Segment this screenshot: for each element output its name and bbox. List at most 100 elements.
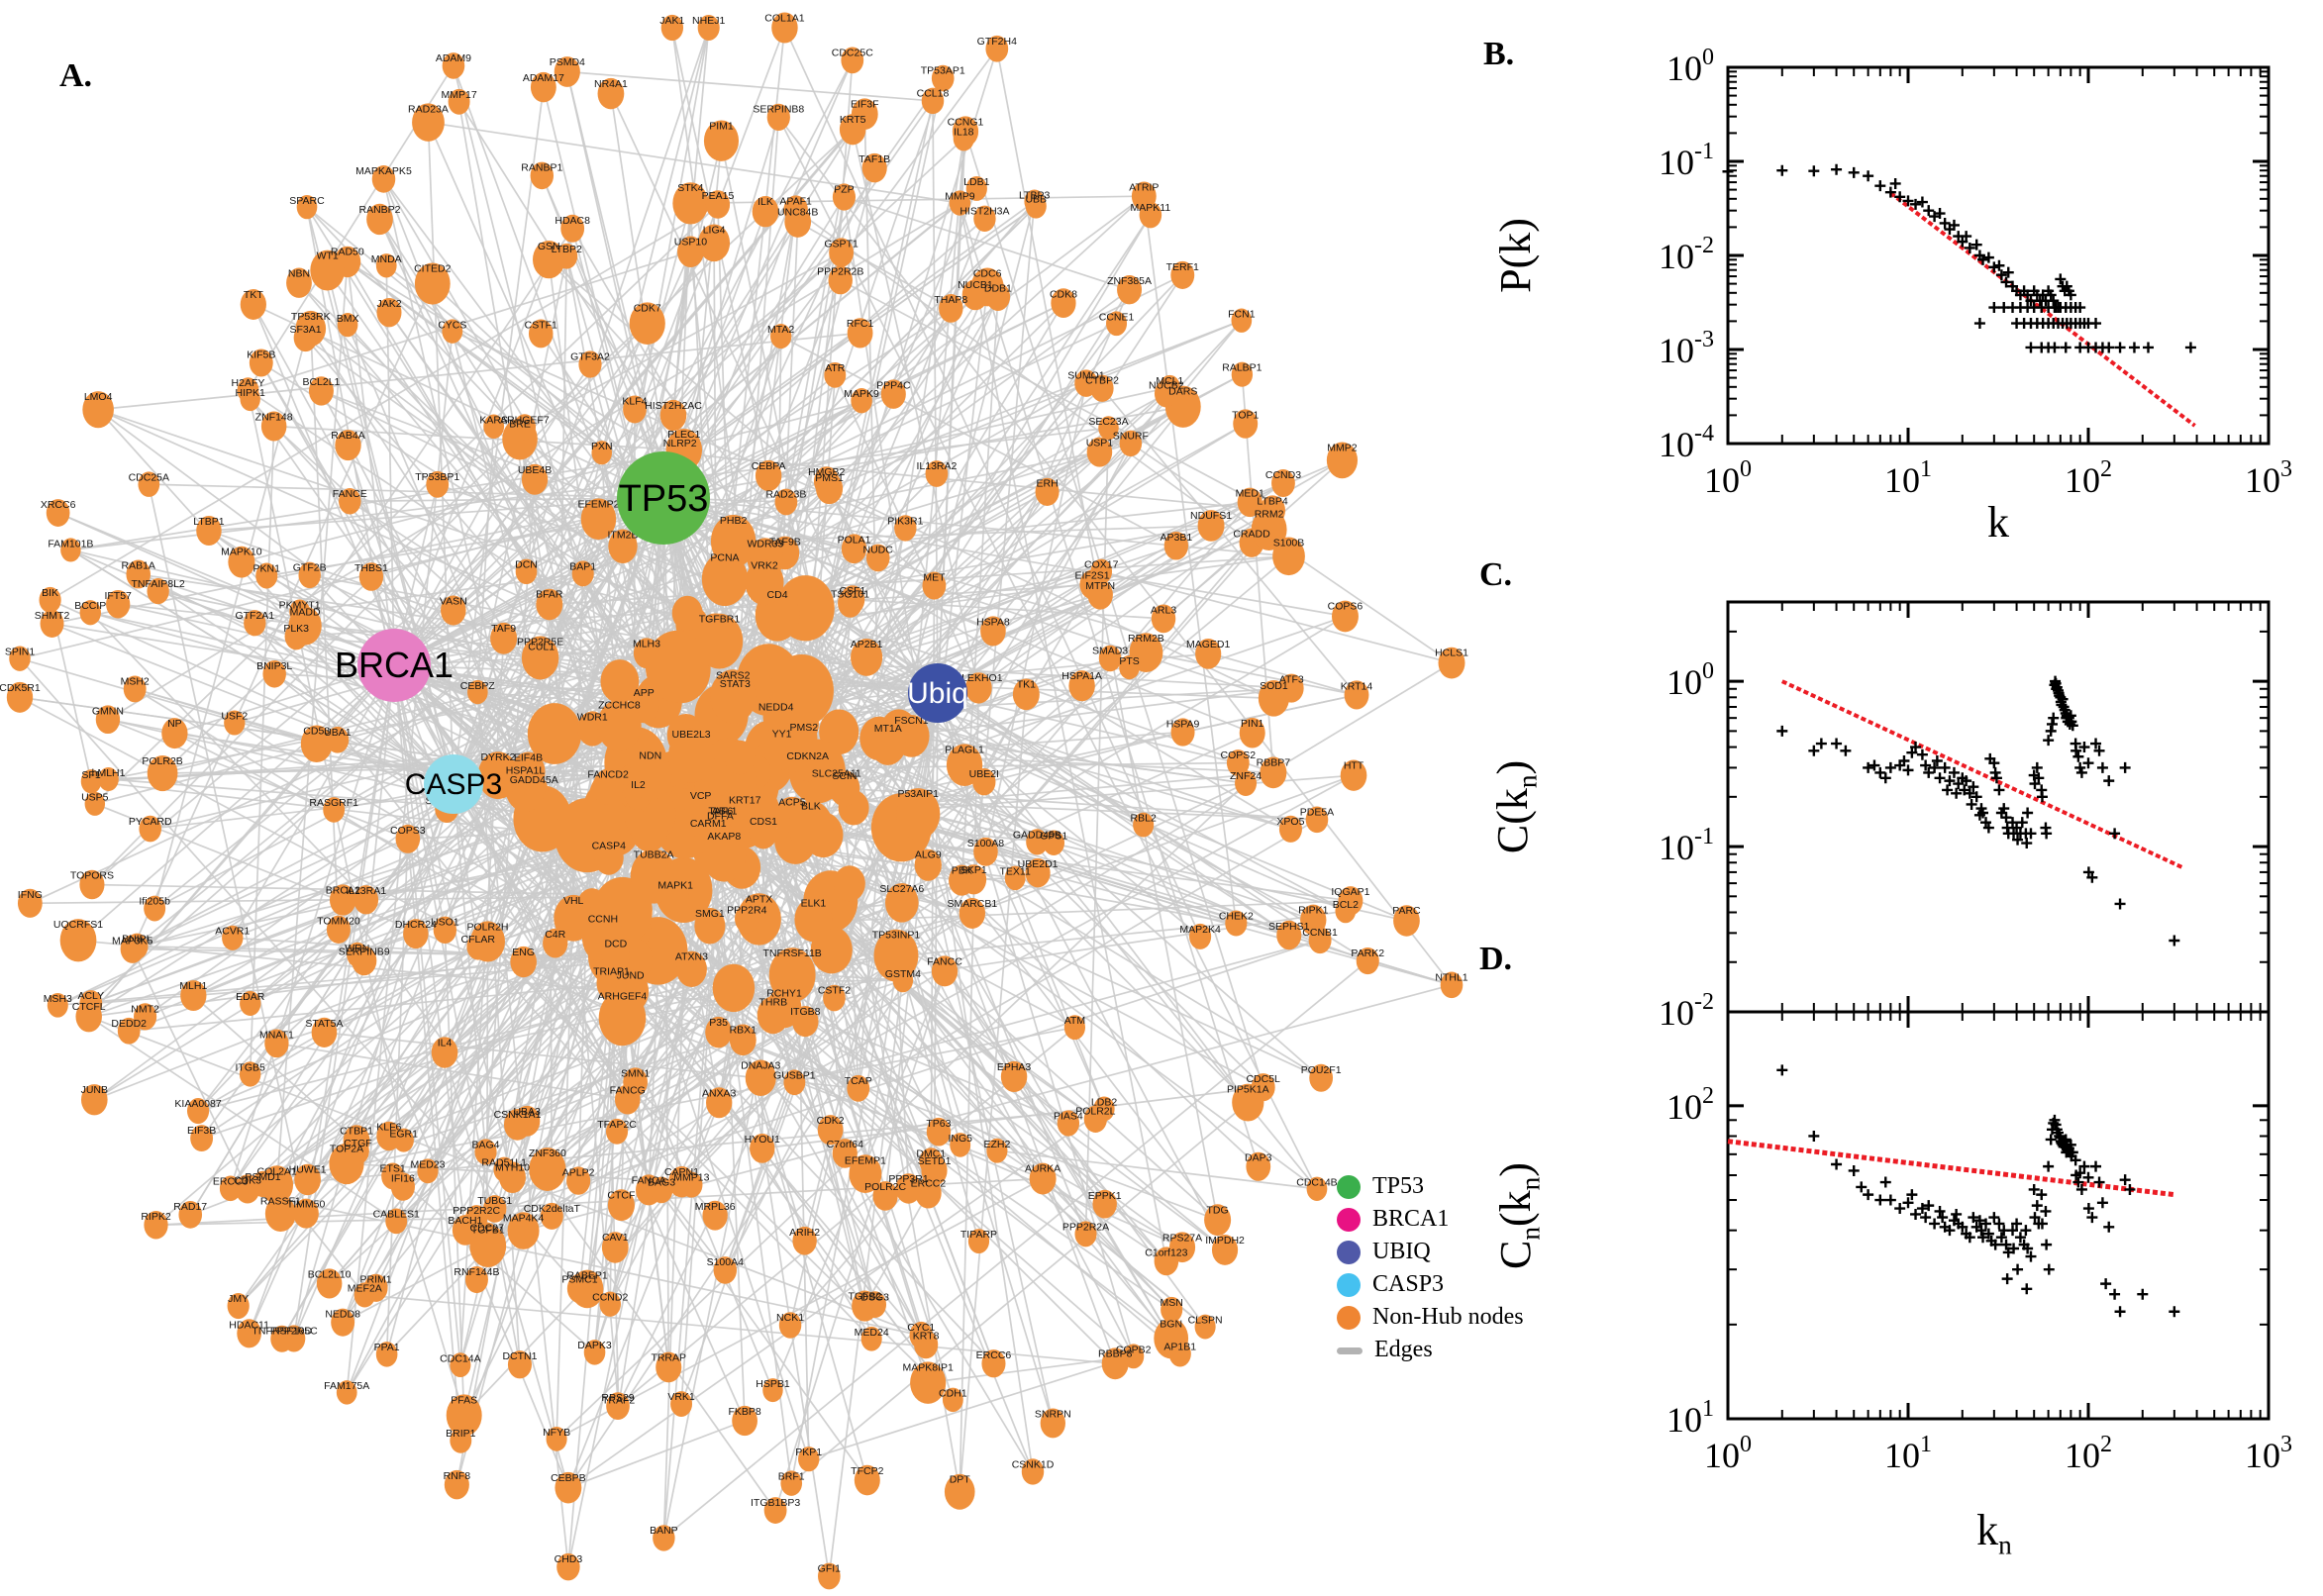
network-node-label: CCNH xyxy=(588,914,618,926)
network-node-label: CTGF xyxy=(344,1138,372,1149)
scatter-points xyxy=(1776,675,2180,947)
network-node xyxy=(1079,569,1105,600)
network-node-label: TOP1 xyxy=(1232,409,1259,421)
network-node-label: UBE4B xyxy=(518,464,552,476)
network-node xyxy=(339,488,361,515)
network-node-label: TFCP2 xyxy=(851,1465,883,1477)
network-node-label: EDAR xyxy=(236,991,265,1003)
network-node xyxy=(981,1349,1006,1378)
network-node-label: TRRAP xyxy=(651,1352,686,1364)
network-node-label: EIF3B xyxy=(187,1125,216,1137)
network-node-label: PHB2 xyxy=(720,515,748,527)
network-node-label: CTBP2 xyxy=(1085,375,1119,387)
network-node xyxy=(851,639,883,676)
axis-tick-label: 100 xyxy=(1666,658,1714,702)
network-node xyxy=(469,1224,507,1268)
hub-node-tp53 xyxy=(617,451,710,545)
network-node-label: RAD17 xyxy=(173,1201,207,1213)
network-node-label: PTS xyxy=(1119,655,1139,667)
network-node-label: TDG xyxy=(1207,1204,1229,1216)
network-node-label: EIF4B xyxy=(514,751,543,763)
network-node xyxy=(95,705,121,735)
network-node xyxy=(1163,531,1188,560)
network-node xyxy=(244,610,266,637)
network-node xyxy=(847,318,873,349)
network-node-label: TOPORS xyxy=(70,870,114,882)
network-node xyxy=(228,546,255,578)
network-node-label: CD4 xyxy=(767,589,788,601)
network-node-label: MED1 xyxy=(1236,488,1264,500)
network-node xyxy=(667,728,715,783)
network-node-label: APP xyxy=(634,687,655,699)
network-node-label: MAPKAPK5 xyxy=(355,165,412,177)
network-node-label: PIM1 xyxy=(709,121,734,133)
network-node-label: HCLS1 xyxy=(1435,648,1468,659)
network-node-label: TRIAP1 xyxy=(593,966,630,978)
network-node-label: MLH1 xyxy=(179,980,207,992)
network-node xyxy=(849,1154,882,1194)
network-node xyxy=(532,241,565,279)
network-node xyxy=(555,1471,582,1504)
network-node xyxy=(270,1325,294,1352)
network-node-label: PLEC1 xyxy=(667,429,700,441)
network-node xyxy=(260,1165,294,1204)
network-node-label: YY1 xyxy=(772,729,792,741)
network-node xyxy=(556,1552,580,1581)
axis-tick-label: 100 xyxy=(1704,456,1752,500)
network-node xyxy=(366,203,393,236)
plot-c: 100 10-1 10-2 C(kn) xyxy=(1488,600,2271,1033)
network-node-label: NFYB xyxy=(543,1427,570,1439)
network-node-label: COL1A1 xyxy=(764,12,804,24)
network-node xyxy=(1068,670,1095,702)
network-node-label: PARK2 xyxy=(1351,948,1384,959)
network-node xyxy=(702,1200,728,1231)
network-node xyxy=(705,190,731,219)
network-node-label: IFT57 xyxy=(104,590,132,602)
network-node xyxy=(521,463,549,495)
network-node-label: TAF9B xyxy=(769,537,801,549)
network-node-label: TAF9 xyxy=(491,623,516,635)
network-node xyxy=(1151,604,1176,634)
network-node-label: PARC xyxy=(1392,905,1421,917)
network-node xyxy=(240,289,266,320)
network-node-label: ZNF24 xyxy=(1230,770,1262,782)
network-node-label: RANBP1 xyxy=(521,162,562,174)
network-node-label: NDUFS1 xyxy=(1190,510,1232,522)
network-node xyxy=(1195,638,1222,669)
y-axis-label: C(kn) xyxy=(1488,760,1543,853)
network-node xyxy=(1063,1015,1086,1041)
network-node xyxy=(1154,1318,1189,1359)
network-node xyxy=(79,869,105,900)
network-node xyxy=(606,1118,629,1145)
network-node xyxy=(925,460,949,487)
network-node xyxy=(1092,1189,1117,1219)
legend-item: Edges xyxy=(1337,1334,1524,1366)
network-node-label: TUBB2A xyxy=(634,849,674,861)
network-node xyxy=(597,699,642,751)
network-node-label: HIST2H2AC xyxy=(645,400,702,412)
network-node xyxy=(329,884,356,916)
network-node-label: TOMM20 xyxy=(317,916,360,928)
network-node-label: ARL3 xyxy=(1151,604,1176,616)
network-node-label: BNIPL xyxy=(122,934,152,946)
network-node-label: GSN xyxy=(538,241,560,252)
network-node-label: PLEKHO1 xyxy=(955,672,1003,684)
panel-b-label: B. xyxy=(1483,36,1515,72)
fit-line xyxy=(1780,679,2185,870)
network-node xyxy=(507,1212,540,1249)
network-node-label: MAP2K4 xyxy=(1179,924,1221,936)
network-node-label: HMGB2 xyxy=(808,466,846,478)
network-node-label: CYC1 xyxy=(907,1322,935,1334)
network-node xyxy=(316,1268,343,1299)
network-node-label: COPS2 xyxy=(1220,749,1256,761)
network-node xyxy=(840,585,865,615)
ppi-network-panel: ARL3 BANP TAF9B ALG9 MAGED1 CDC14A DHCR24 RNF14… xyxy=(0,12,1468,1590)
legend-item-label: Non-Hub nodes xyxy=(1372,1304,1524,1330)
network-node-label: FAM101B xyxy=(48,538,93,549)
network-node-label: DCN xyxy=(515,559,538,571)
network-node-label: MAPK1 xyxy=(657,880,693,892)
network-node-label: PIK3R1 xyxy=(887,515,923,527)
axis-tick-label: 103 xyxy=(2245,456,2292,500)
network-node-label: ADAM17 xyxy=(523,72,564,84)
